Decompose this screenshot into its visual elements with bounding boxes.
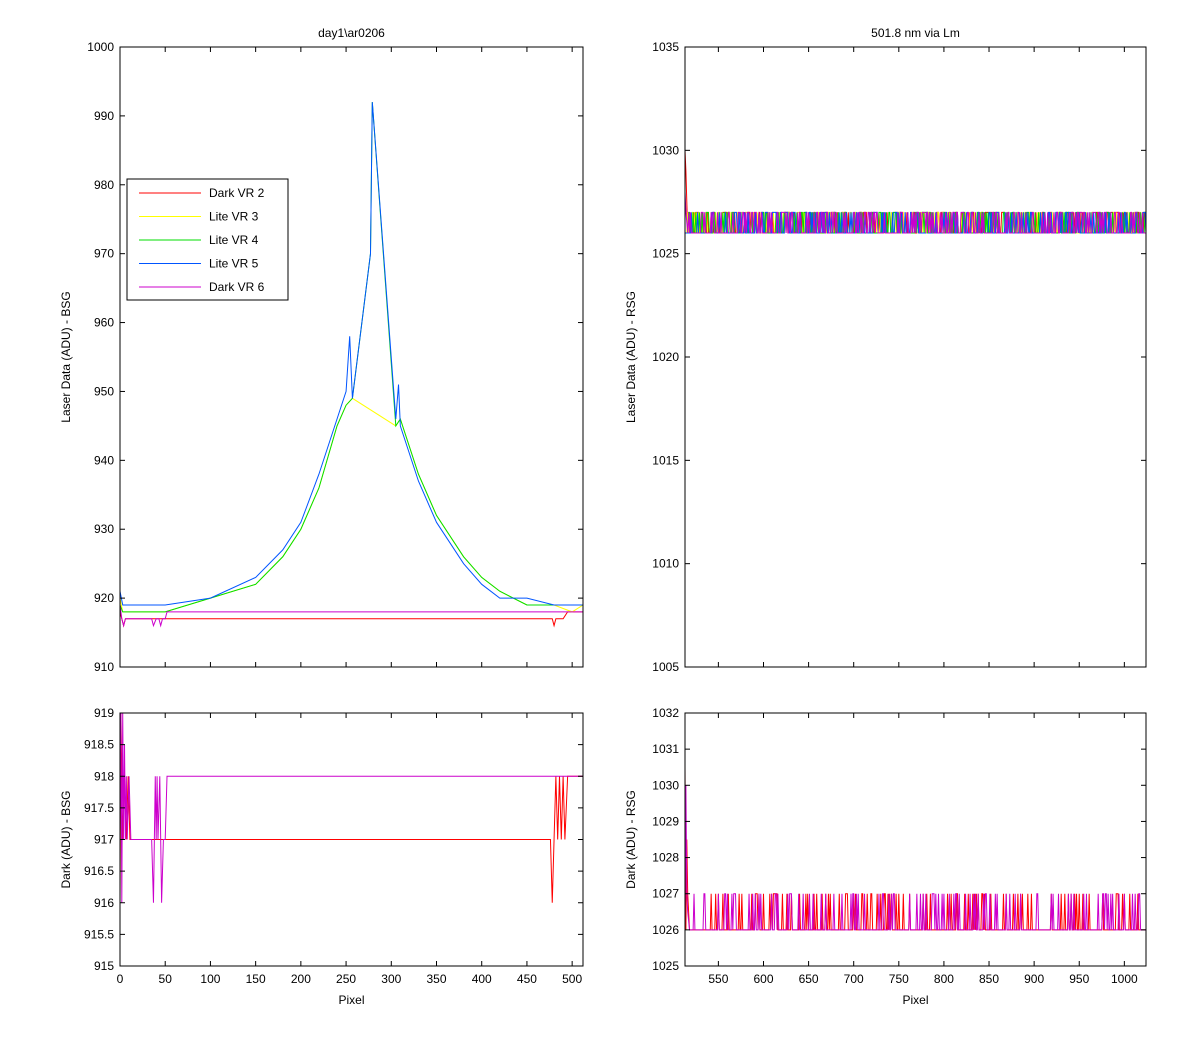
x-tick-label: 600 [753,972,773,986]
y-tick-label: 950 [94,384,114,398]
x-tick-label: 500 [562,972,582,986]
x-axis-label: Pixel [338,993,364,1007]
y-tick-label: 980 [94,178,114,192]
y-tick-label: 1020 [652,350,679,364]
y-tick-label: 940 [94,453,114,467]
x-axis-label: Pixel [902,993,928,1007]
axes-bsg_laser: 910 920 930 940 950 960 970 980 990 1000 day1\ar02… [59,26,584,674]
x-tick-label: 850 [979,972,999,986]
y-tick-label: 920 [94,591,114,605]
x-tick-label: 0 [117,972,124,986]
axes-frame [684,46,1147,668]
y-tick-label: 1030 [652,143,679,157]
y-tick-label: 1028 [652,851,679,865]
y-tick-label: 916.5 [84,864,114,878]
series-group [120,102,583,628]
legend-label: Dark VR 6 [209,280,265,294]
y-tick-label: 917.5 [84,801,114,815]
x-tick-label: 400 [472,972,492,986]
x-tick-label: 250 [336,972,356,986]
legend: Dark VR 2 Lite VR 3 Lite VR 4 Lite VR 5 Dark… [126,178,289,301]
y-tick-label: 1031 [652,742,679,756]
x-tick-label: 800 [934,972,954,986]
y-tick-label: 918.5 [84,738,114,752]
x-tick-label: 100 [200,972,220,986]
y-tick-label: 1000 [87,40,114,54]
x-tick-label: 300 [381,972,401,986]
legend-label: Dark VR 2 [209,186,265,200]
axes-rsg_laser: 1005 1010 1015 1020 1025 1030 1035 501.8 nm via… [624,26,1147,674]
y-tick-label: 990 [94,109,114,123]
legend-label: Lite VR 5 [209,257,259,271]
series-group [685,767,1146,931]
y-tick-label: 917 [94,833,114,847]
y-tick-label: 1032 [652,706,679,720]
series-line-dark-vr-2 [120,713,583,903]
x-tick-label: 450 [517,972,537,986]
axes-rsg_dark: 550 600 650 700 750 800 850 900 950 1000 1025 1026 1… [624,706,1147,1007]
y-tick-label: 1015 [652,453,679,467]
y-tick-label: 960 [94,316,114,330]
x-tick-label: 750 [889,972,909,986]
axes-frame [684,712,1147,967]
y-axis-label: Laser Data (ADU) - RSG [624,291,638,423]
y-axis-label: Dark (ADU) - BSG [59,790,73,888]
y-axis-label: Dark (ADU) - RSG [624,790,638,889]
x-tick-label: 200 [291,972,311,986]
y-tick-label: 1029 [652,814,679,828]
y-tick-label: 919 [94,706,114,720]
x-tick-label: 650 [799,972,819,986]
legend-label: Lite VR 3 [209,210,259,224]
y-tick-label: 1035 [652,40,679,54]
series-group [120,713,583,903]
y-tick-label: 930 [94,522,114,536]
y-tick-label: 916 [94,896,114,910]
series-group [685,150,1146,234]
chart-title: 501.8 nm via Lm [871,26,960,40]
axes-frame [119,46,584,668]
y-tick-label: 1027 [652,887,679,901]
series-line-dark-vr-6 [120,604,583,628]
x-tick-label: 350 [426,972,446,986]
y-tick-label: 910 [94,660,114,674]
x-tick-label: 550 [708,972,728,986]
y-tick-label: 1026 [652,923,679,937]
series-line-lite-vr-5 [120,102,583,606]
y-tick-label: 915 [94,959,114,973]
x-tick-label: 900 [1024,972,1044,986]
y-tick-label: 1025 [652,959,679,973]
series-line-dark-vr-2 [685,767,1146,931]
y-tick-label: 970 [94,247,114,261]
y-tick-label: 1025 [652,247,679,261]
x-tick-label: 700 [844,972,864,986]
series-line-lite-vr-3 [120,397,583,613]
y-tick-label: 1010 [652,557,679,571]
series-line-dark-vr-6 [685,785,1146,931]
y-tick-label: 918 [94,769,114,783]
series-line-dark-vr-2 [120,611,583,628]
series-line-dark-vr-6 [120,713,583,903]
x-tick-label: 150 [246,972,266,986]
chart-title: day1\ar0206 [318,26,385,40]
x-tick-label: 50 [159,972,173,986]
x-tick-label: 1000 [1111,972,1138,986]
y-tick-label: 915.5 [84,927,114,941]
series-line-dark-vr-6 [685,191,1146,234]
x-tick-label: 950 [1069,972,1089,986]
y-tick-label: 1005 [652,660,679,674]
legend-label: Lite VR 4 [209,233,259,247]
y-tick-label: 1030 [652,778,679,792]
axes-bsg_dark: 0 50 100 150 200 250 300 350 400 450 500 915 915.5 91… [59,706,584,1007]
y-axis-label: Laser Data (ADU) - BSG [59,291,73,422]
